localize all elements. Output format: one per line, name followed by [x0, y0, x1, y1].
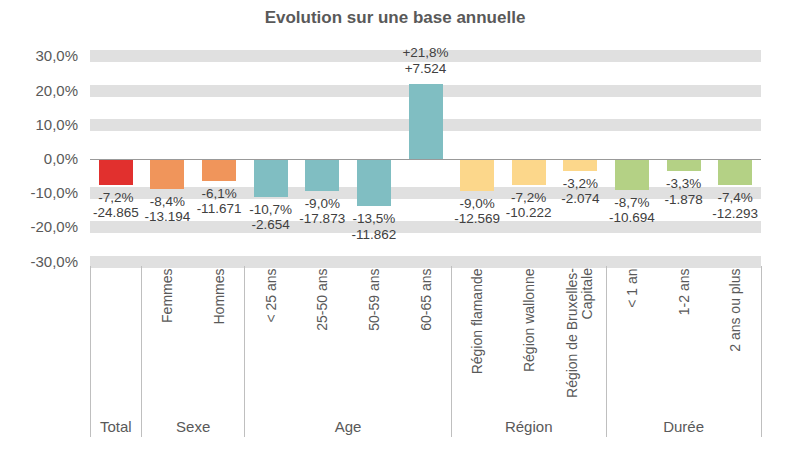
- data-label-percent: -13,5%: [332, 211, 416, 227]
- axis-divider: [761, 266, 762, 437]
- data-label-count: -10.694: [590, 210, 674, 226]
- group-label-dur-e: Durée: [606, 418, 761, 435]
- gridline-band: [90, 256, 761, 268]
- data-label-count: -12.293: [693, 206, 777, 222]
- data-label-count: +7.524: [384, 61, 468, 77]
- data-label-percent: -9,0%: [280, 196, 364, 212]
- bar-25-50-ans: [305, 160, 339, 191]
- category-label: 1-2 ans: [676, 268, 691, 428]
- category-label: Région flamande: [470, 268, 485, 428]
- axis-divider: [141, 266, 142, 437]
- y-axis-tick-label: 20,0%: [0, 82, 78, 100]
- data-label-percent: -6,1%: [177, 186, 261, 202]
- category-label: 2 ans ou plus: [728, 268, 743, 428]
- y-axis-tick-label: -30,0%: [0, 253, 78, 271]
- group-label-sexe: Sexe: [142, 418, 245, 435]
- category-label: Région wallonne: [521, 268, 536, 428]
- axis-divider: [90, 266, 91, 437]
- category-label: 50-59 ans: [366, 268, 381, 428]
- data-label: -13,5%-11.862: [332, 211, 416, 242]
- bar-total: [99, 160, 133, 185]
- data-label-percent: +21,8%: [384, 45, 468, 61]
- data-label: -7,4%-12.293: [693, 190, 777, 221]
- data-label-percent: -7,4%: [693, 190, 777, 206]
- bar-r-gion-de-bruxelles: [563, 160, 597, 171]
- bar-1-2-ans: [667, 160, 701, 171]
- bar-25-ans: [254, 160, 288, 197]
- axis-divider: [606, 266, 607, 437]
- bar-2-ans-ou-plus: [718, 160, 752, 185]
- data-label-percent: -3,2%: [538, 176, 622, 192]
- bar-60-65-ans: [409, 84, 443, 159]
- y-axis-tick-label: -10,0%: [0, 184, 78, 202]
- group-label-total: Total: [90, 418, 142, 435]
- bar-hommes: [202, 160, 236, 181]
- category-label: < 25 ans: [263, 268, 278, 428]
- group-label-age: Age: [245, 418, 451, 435]
- category-label: Hommes: [212, 268, 227, 428]
- bar-r-gion-flamande: [460, 160, 494, 191]
- category-label: 25-50 ans: [315, 268, 330, 428]
- y-axis-tick-label: 10,0%: [0, 116, 78, 134]
- data-label: +21,8%+7.524: [384, 45, 468, 76]
- data-label-count: -11.862: [332, 227, 416, 243]
- data-label-count: -10.222: [487, 205, 571, 221]
- group-label-r-gion: Région: [451, 418, 606, 435]
- axis-divider: [451, 266, 452, 437]
- y-axis-tick-label: 0,0%: [0, 150, 78, 168]
- category-label: Région de Bruxelles-Capitale: [565, 268, 595, 428]
- evolution-bar-chart: Evolution sur une base annuelle 30,0% 20,…: [0, 0, 807, 476]
- axis-divider: [244, 266, 245, 437]
- category-label: < 1 an: [624, 268, 639, 428]
- category-label: 60-65 ans: [418, 268, 433, 428]
- category-label: Femmes: [160, 268, 175, 428]
- y-axis-tick-label: -20,0%: [0, 218, 78, 236]
- y-axis-tick-label: 30,0%: [0, 47, 78, 65]
- bar-50-59-ans: [357, 160, 391, 206]
- chart-title: Evolution sur une base annuelle: [0, 8, 790, 28]
- bar-femmes: [150, 160, 184, 189]
